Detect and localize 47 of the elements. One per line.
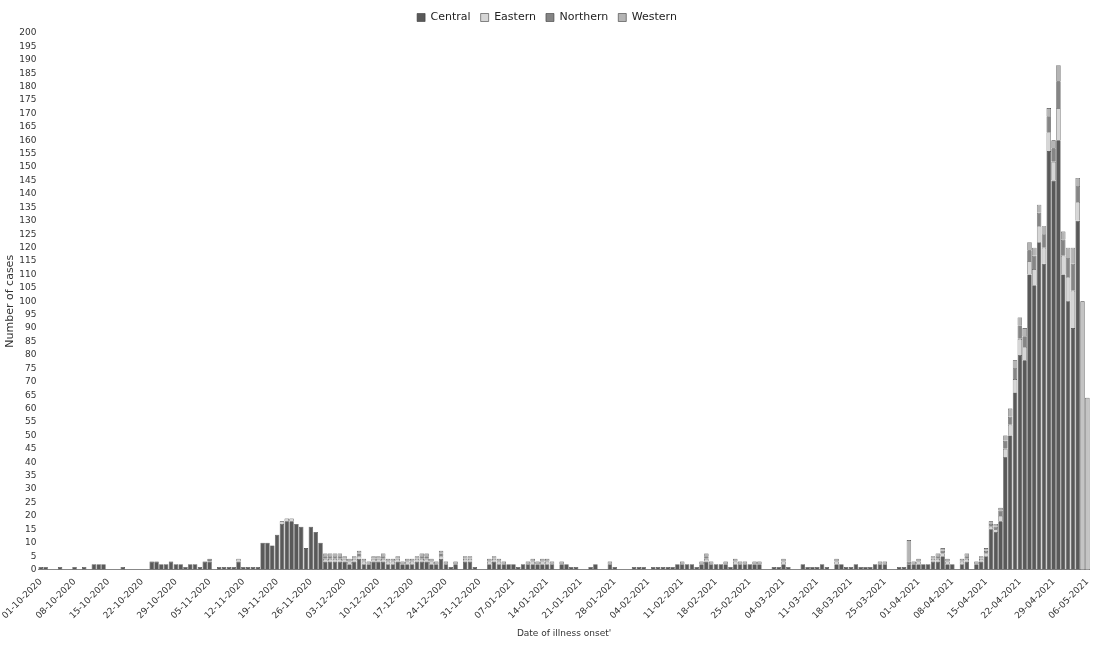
y-tick-label: 95 <box>24 309 37 320</box>
y-tick-label: 140 <box>19 188 37 199</box>
y-tick-label: 200 <box>19 27 37 38</box>
y-tick-label: 110 <box>19 268 37 279</box>
y-tick-label: 55 <box>24 416 37 427</box>
y-tick-label: 115 <box>19 255 37 266</box>
y-tick-label: 5 <box>30 550 37 561</box>
y-tick-label: 145 <box>19 174 37 185</box>
y-tick-label: 90 <box>24 322 37 333</box>
y-tick-label: 50 <box>24 429 37 440</box>
y-tick-label: 155 <box>19 148 37 159</box>
y-tick-label: 195 <box>19 40 37 51</box>
y-tick-label: 60 <box>24 402 37 413</box>
y-tick-label: 185 <box>19 67 37 78</box>
y-tick-label: 40 <box>24 456 37 467</box>
y-tick-label: 0 <box>30 563 37 574</box>
y-tick-label: 80 <box>24 349 37 360</box>
y-tick-label: 75 <box>24 362 37 373</box>
y-tick-label: 135 <box>19 201 37 212</box>
y-tick-label: 160 <box>19 134 37 145</box>
y-tick-label: 120 <box>19 241 37 252</box>
legend-label: Northern <box>559 10 609 24</box>
y-tick-label: 45 <box>24 443 37 454</box>
y-tick-label: 105 <box>19 282 37 293</box>
legend-label: Central <box>430 10 471 24</box>
legend-label: Western <box>631 10 677 24</box>
y-tick-label: 20 <box>24 510 37 521</box>
y-tick-label: 180 <box>19 81 37 91</box>
y-tick-label: 130 <box>19 215 37 226</box>
y-tick-label: 150 <box>19 161 37 172</box>
y-tick-label: 65 <box>24 389 37 400</box>
y-tick-label: 25 <box>24 496 37 507</box>
y-tick-label: 10 <box>24 537 37 548</box>
y-tick-label: 175 <box>19 94 37 105</box>
y-tick-label: 70 <box>24 376 37 387</box>
y-axis-title: Number of cases <box>3 254 17 348</box>
y-tick-label: 100 <box>19 295 37 306</box>
legend-label: Eastern <box>494 10 536 24</box>
y-tick-label: 35 <box>24 470 37 481</box>
x-axis-title: Date of illness onset' <box>516 627 612 638</box>
y-tick-label: 170 <box>19 107 37 118</box>
y-tick-label: 15 <box>24 523 37 534</box>
y-tick-label: 165 <box>19 121 37 132</box>
y-tick-label: 190 <box>19 54 37 65</box>
y-tick-label: 85 <box>24 335 37 346</box>
y-tick-label: 125 <box>19 228 37 239</box>
y-tick-label: 30 <box>24 483 37 494</box>
